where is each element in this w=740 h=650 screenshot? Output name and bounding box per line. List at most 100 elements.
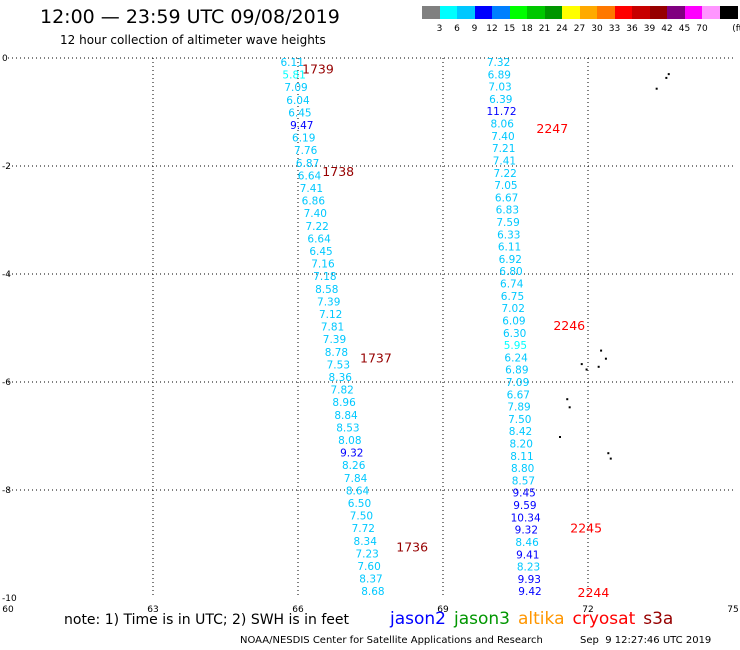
- wave-height-value: 8.06: [491, 119, 515, 131]
- colorbar-label: 24: [556, 24, 568, 34]
- island-mark: [607, 452, 610, 455]
- y-tick-label: -6: [2, 378, 11, 388]
- pass-time-label: 2245: [570, 520, 602, 535]
- colorbar-label: 42: [661, 24, 673, 34]
- pass-time-label: 2246: [553, 318, 585, 333]
- colorbar-label: 30: [591, 24, 603, 34]
- wave-height-value: 8.53: [336, 422, 359, 434]
- colorbar-label: 33: [608, 24, 621, 34]
- wave-height-value: 8.26: [342, 460, 366, 472]
- wave-height-value: 7.03: [488, 82, 511, 94]
- pass-time-label: 1738: [322, 164, 354, 179]
- wave-height-value: 8.64: [346, 485, 370, 497]
- wave-height-value: 7.12: [319, 309, 342, 321]
- colorbar-swatch: [422, 6, 440, 19]
- island-mark: [580, 363, 583, 366]
- colorbar-swatch: [439, 6, 458, 19]
- island-mark: [667, 73, 670, 76]
- colorbar-swatch: [614, 6, 633, 19]
- y-tick-label: -2: [2, 162, 11, 172]
- colorbar-label: 18: [521, 24, 533, 34]
- wave-height-value: 7.84: [344, 473, 368, 485]
- colorbar-label: 39: [643, 24, 656, 34]
- y-tick-label: -4: [2, 270, 11, 280]
- satellite-legend: jason2 jason3 altika cryosat s3a: [390, 609, 681, 629]
- wave-height-value: 6.33: [497, 229, 520, 241]
- wave-height-value: 6.92: [499, 254, 522, 266]
- wave-height-value: 6.64: [307, 233, 331, 245]
- wave-height-value: 8.23: [517, 562, 540, 574]
- wave-height-value: 6.67: [507, 389, 530, 401]
- island-mark: [600, 349, 603, 352]
- wave-height-value: 6.89: [505, 365, 528, 377]
- wave-height-value: 7.09: [506, 377, 529, 389]
- wave-height-value: 7.32: [487, 57, 510, 69]
- wave-height-value: 7.41: [493, 155, 516, 167]
- wave-height-value: 7.89: [507, 402, 530, 414]
- colorbar-label: 3: [436, 24, 443, 34]
- wave-height-value: 7.41: [300, 183, 323, 195]
- wave-height-value: 9.42: [518, 586, 541, 598]
- wave-height-value: 7.23: [355, 548, 378, 560]
- wave-height-value: 8.34: [354, 536, 378, 548]
- map-title: 12:00 — 23:59 UTC 09/08/2019: [40, 6, 340, 28]
- x-tick-label: 72: [582, 605, 593, 615]
- wave-height-value: 6.45: [309, 246, 332, 258]
- wave-height-value: 7.60: [357, 561, 380, 573]
- wave-height-value: 7.02: [502, 303, 525, 315]
- wave-height-value: 6.87: [296, 158, 319, 170]
- generated-timestamp: Sep 9 12:27:46 UTC 2019: [580, 635, 712, 646]
- wave-height-value: 7.81: [321, 322, 344, 334]
- colorbar-label: 15: [503, 24, 516, 34]
- colorbar-swatch: [667, 6, 685, 19]
- colorbar-swatch: [509, 6, 528, 19]
- island-mark: [568, 406, 571, 409]
- island-mark: [585, 368, 588, 371]
- colorbar-label: 9: [471, 24, 478, 34]
- wave-height-value: 6.24: [504, 352, 528, 364]
- wave-height-value: 9.32: [340, 448, 363, 460]
- wave-height-value: 6.74: [500, 279, 524, 291]
- colorbar-swatch: [684, 6, 703, 19]
- wave-height-value: 6.67: [495, 192, 518, 204]
- legend-jason3: jason3: [454, 609, 510, 629]
- wave-height-value: 7.76: [294, 145, 318, 157]
- colorbar-label: 27: [573, 24, 586, 34]
- wave-height-value: 5.81: [282, 70, 305, 82]
- wave-height-value: 8.42: [509, 426, 532, 438]
- wave-height-value: 7.22: [305, 221, 328, 233]
- colorbar-label: 70: [696, 24, 708, 34]
- legend-cryosat: cryosat: [572, 609, 636, 629]
- legend-jason2: jason2: [390, 609, 446, 629]
- wave-height-value: 6.19: [292, 133, 315, 145]
- wave-height-value: 7.22: [493, 168, 516, 180]
- y-tick-label: -8: [2, 486, 11, 496]
- wave-height-value: 8.84: [334, 410, 358, 422]
- wave-height-value: 7.50: [350, 511, 373, 523]
- pass-time-label: 1739: [302, 61, 334, 76]
- colorbar-swatch: [579, 6, 598, 19]
- pass-time-label: 1736: [396, 539, 428, 554]
- wave-height-value: 9.93: [518, 574, 541, 586]
- colorbar-swatch: [649, 6, 668, 19]
- wave-height-value: 7.72: [352, 523, 375, 535]
- wave-height-value: 7.53: [327, 359, 350, 371]
- wave-height-value: 7.18: [313, 271, 336, 283]
- wave-height-value: 7.16: [311, 259, 335, 271]
- wave-height-value: 7.40: [304, 208, 327, 220]
- wave-height-value: 7.50: [508, 414, 531, 426]
- y-tick-label: -10: [2, 594, 17, 604]
- wave-height-value: 9.59: [513, 500, 536, 512]
- legend-altika: altika: [518, 609, 565, 629]
- wave-height-value: 8.36: [329, 372, 353, 384]
- wave-height-value: 6.09: [502, 315, 525, 327]
- colorbar-label: 21: [538, 24, 551, 34]
- wave-height-value: 8.46: [515, 537, 539, 549]
- pass-time-label: 2247: [536, 121, 568, 136]
- wave-height-value: 7.05: [494, 180, 517, 192]
- wave-height-value: 6.39: [489, 94, 512, 106]
- colorbar-swatch: [702, 6, 720, 19]
- wave-height-value: 8.68: [361, 586, 384, 598]
- wave-height-value: 6.75: [501, 291, 524, 303]
